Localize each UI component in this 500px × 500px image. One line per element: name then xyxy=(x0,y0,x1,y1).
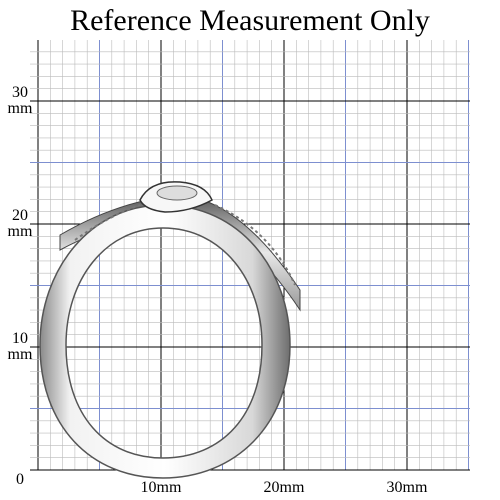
y-label-unit: mm xyxy=(8,100,33,117)
y-label-number: 30 xyxy=(12,84,28,101)
title: Reference Measurement Only xyxy=(70,4,430,37)
y-label-number: 20 xyxy=(12,207,28,224)
x-label: 20mm xyxy=(264,479,305,496)
ring xyxy=(39,181,301,479)
x-label: 10mm xyxy=(141,479,182,496)
y-label-unit: mm xyxy=(8,346,33,363)
x-label: 30mm xyxy=(387,479,428,496)
origin-label: 0 xyxy=(16,471,24,488)
y-label-unit: mm xyxy=(8,223,33,240)
grid xyxy=(30,40,470,471)
y-label-number: 10 xyxy=(12,330,28,347)
